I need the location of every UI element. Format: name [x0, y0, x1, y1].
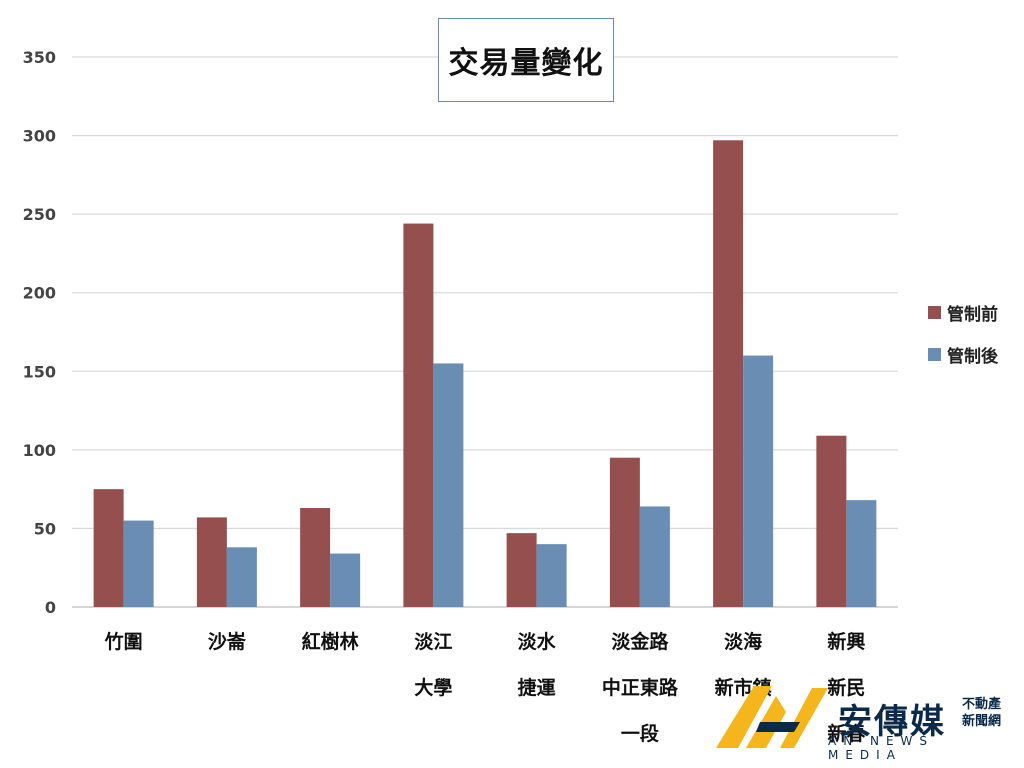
x-tick-label: 淡水捷運 [518, 631, 557, 699]
bar-before [609, 457, 640, 607]
y-tick-label: 350 [23, 48, 56, 67]
bar-after [330, 553, 361, 607]
x-tick-label: 新興新民新春 [827, 630, 865, 745]
chart-title: 交易量變化 [438, 18, 614, 102]
bar-after [846, 500, 877, 607]
legend-item-before: 管制前 [928, 298, 998, 326]
x-tick-label: 淡江大學 [414, 631, 452, 699]
bar-before [403, 223, 434, 608]
bar-before [713, 140, 744, 608]
y-tick-label: 200 [23, 284, 56, 303]
bar-after [226, 547, 257, 607]
watermark-brand: 安傳媒 [838, 702, 946, 742]
legend-swatch-before [928, 305, 941, 319]
watermark-tag-line2: 新聞網 [962, 714, 1002, 729]
watermark-logo: 安傳媒 不動產 新聞網 AN NEWS MEDIA [716, 682, 1016, 762]
x-tick-label: 竹圍 [104, 630, 143, 653]
bar-before [300, 508, 331, 607]
y-tick-label: 100 [23, 441, 56, 460]
bar-before [196, 517, 227, 607]
bars [93, 140, 877, 608]
bar-before [93, 489, 124, 607]
logo-mark-icon [716, 686, 828, 748]
legend-swatch-after [928, 347, 941, 361]
y-tick-label: 0 [45, 598, 56, 617]
bar-after [639, 506, 670, 607]
bar-after [536, 544, 567, 607]
watermark-tag: 不動產 新聞網 [962, 696, 1001, 730]
x-tick-label: 淡海新市鎮 [715, 630, 772, 699]
legend-label-after: 管制後 [947, 346, 998, 367]
x-tick-label: 淡金路中正東路一段 [602, 630, 679, 745]
legend-label-before: 管制前 [947, 304, 998, 325]
y-tick-label: 250 [23, 205, 56, 224]
gridlines [72, 56, 898, 608]
bar-after [123, 520, 154, 607]
x-tick-label: 紅樹林 [302, 630, 359, 653]
x-tick-label: 沙崙 [208, 630, 247, 653]
bar-after [743, 355, 774, 607]
bar-before [506, 533, 537, 607]
legend: 管制前 管制後 [928, 298, 998, 382]
y-axis: 0 50 100 150 200 250 300 350 [23, 48, 56, 617]
bar-before [816, 435, 847, 607]
y-tick-label: 150 [23, 362, 56, 381]
bar-after [433, 363, 464, 607]
y-tick-label: 300 [23, 127, 56, 146]
legend-item-after: 管制後 [928, 340, 998, 368]
watermark-tag-line1: 不動產 [962, 697, 1002, 712]
watermark-sub: AN NEWS MEDIA [828, 734, 935, 762]
y-tick-label: 50 [34, 519, 56, 538]
